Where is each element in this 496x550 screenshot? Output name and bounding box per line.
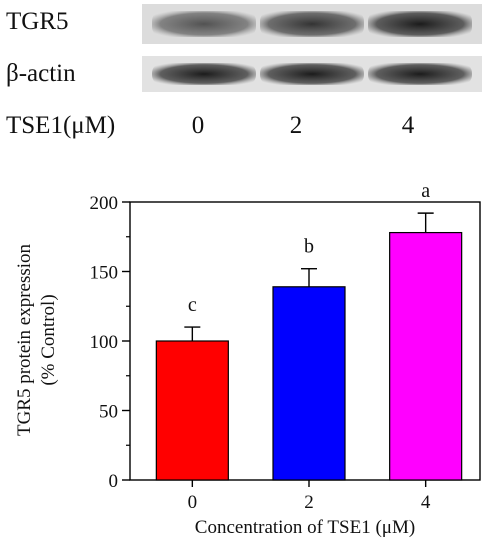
- significance-label-0: c: [188, 294, 197, 316]
- blot-label-tgr5: TGR5: [6, 8, 69, 35]
- tgr5-blot-strip: [142, 4, 482, 44]
- chart-labels: 0 50 100 150 200 c 0 b 2 a 4: [90, 180, 431, 513]
- blot-band-actin-4: [368, 63, 472, 85]
- y-tick-label-200: 200: [90, 193, 119, 214]
- blot-band-actin-0: [152, 63, 256, 85]
- beta-actin-bands: [152, 63, 472, 85]
- blot-label-beta-actin: β-actin: [6, 60, 76, 87]
- beta-actin-blot-strip: [142, 56, 482, 92]
- concentration-label-0: 0: [191, 112, 205, 139]
- y-tick-label-0: 0: [109, 471, 119, 492]
- bar-2: [272, 286, 346, 481]
- y-tick-label-50: 50: [99, 402, 118, 423]
- significance-label-2: b: [304, 236, 314, 258]
- bar-4: [389, 231, 463, 481]
- blot-band-tgr5-0: [152, 11, 256, 37]
- x-tick-label-2: 2: [304, 492, 314, 513]
- treatment-label: TSE1(μM): [6, 112, 116, 139]
- y-tick-label-100: 100: [90, 332, 119, 353]
- blot-band-tgr5-2: [260, 11, 364, 37]
- tgr5-bands: [152, 11, 472, 37]
- x-tick-label-4: 4: [421, 492, 431, 513]
- concentration-label-2: 2: [289, 112, 303, 139]
- y-axis-label-unit: (% Control): [38, 294, 59, 385]
- y-axis-label: TGR5 protein expression: [14, 243, 35, 436]
- blot-band-tgr5-4: [368, 11, 472, 37]
- significance-label-4: a: [421, 180, 430, 202]
- x-tick-label-0: 0: [188, 492, 198, 513]
- x-axis-label: Concentration of TSE1 (μM): [195, 517, 415, 538]
- blot-band-actin-2: [260, 63, 364, 85]
- chart-bars: [155, 212, 463, 481]
- concentration-label-4: 4: [401, 112, 415, 139]
- y-tick-label-150: 150: [90, 263, 119, 284]
- bar-0: [155, 340, 229, 481]
